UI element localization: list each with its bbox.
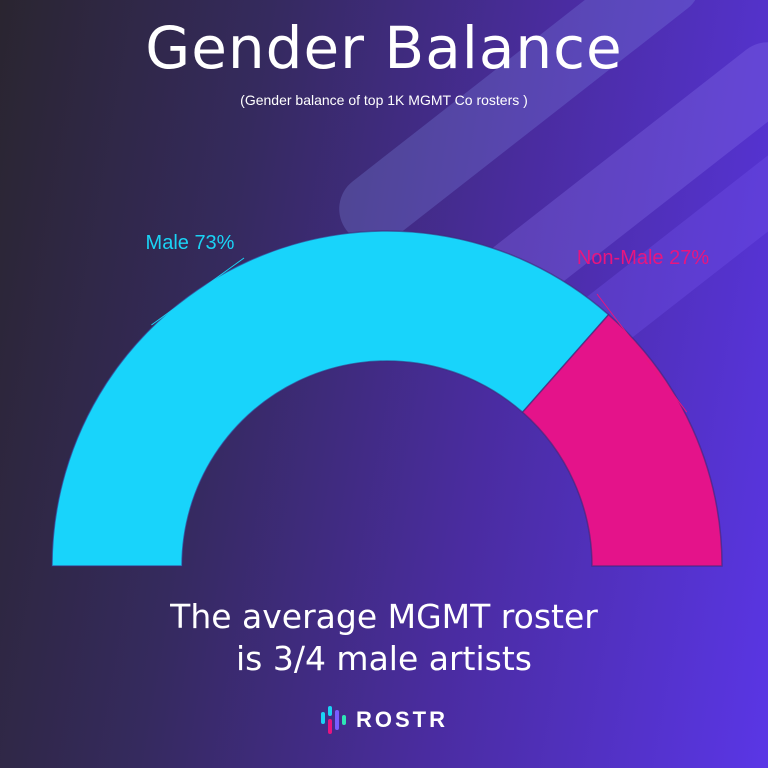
rostr-logo-icon: [321, 706, 346, 734]
slice-label-male: Male 73%: [146, 232, 235, 254]
gauge-slice-male: [51, 230, 610, 567]
page-title: Gender Balance: [145, 14, 623, 82]
slice-label-non-male: Non-Male 27%: [577, 247, 710, 269]
gauge-slice-non-male: [521, 313, 723, 567]
page-subtitle: (Gender balance of top 1K MGMT Co roster…: [240, 92, 528, 108]
caption: The average MGMT roster is 3/4 male arti…: [0, 596, 768, 680]
caption-line-1: The average MGMT roster: [170, 597, 598, 636]
leader-line: [151, 257, 245, 326]
gender-balance-gauge: Male 73% Non-Male 27%: [51, 230, 723, 567]
brand-footer: ROSTR: [0, 706, 768, 734]
caption-line-2: is 3/4 male artists: [235, 639, 532, 678]
brand-name: ROSTR: [356, 707, 448, 732]
leader-line: [596, 293, 688, 413]
